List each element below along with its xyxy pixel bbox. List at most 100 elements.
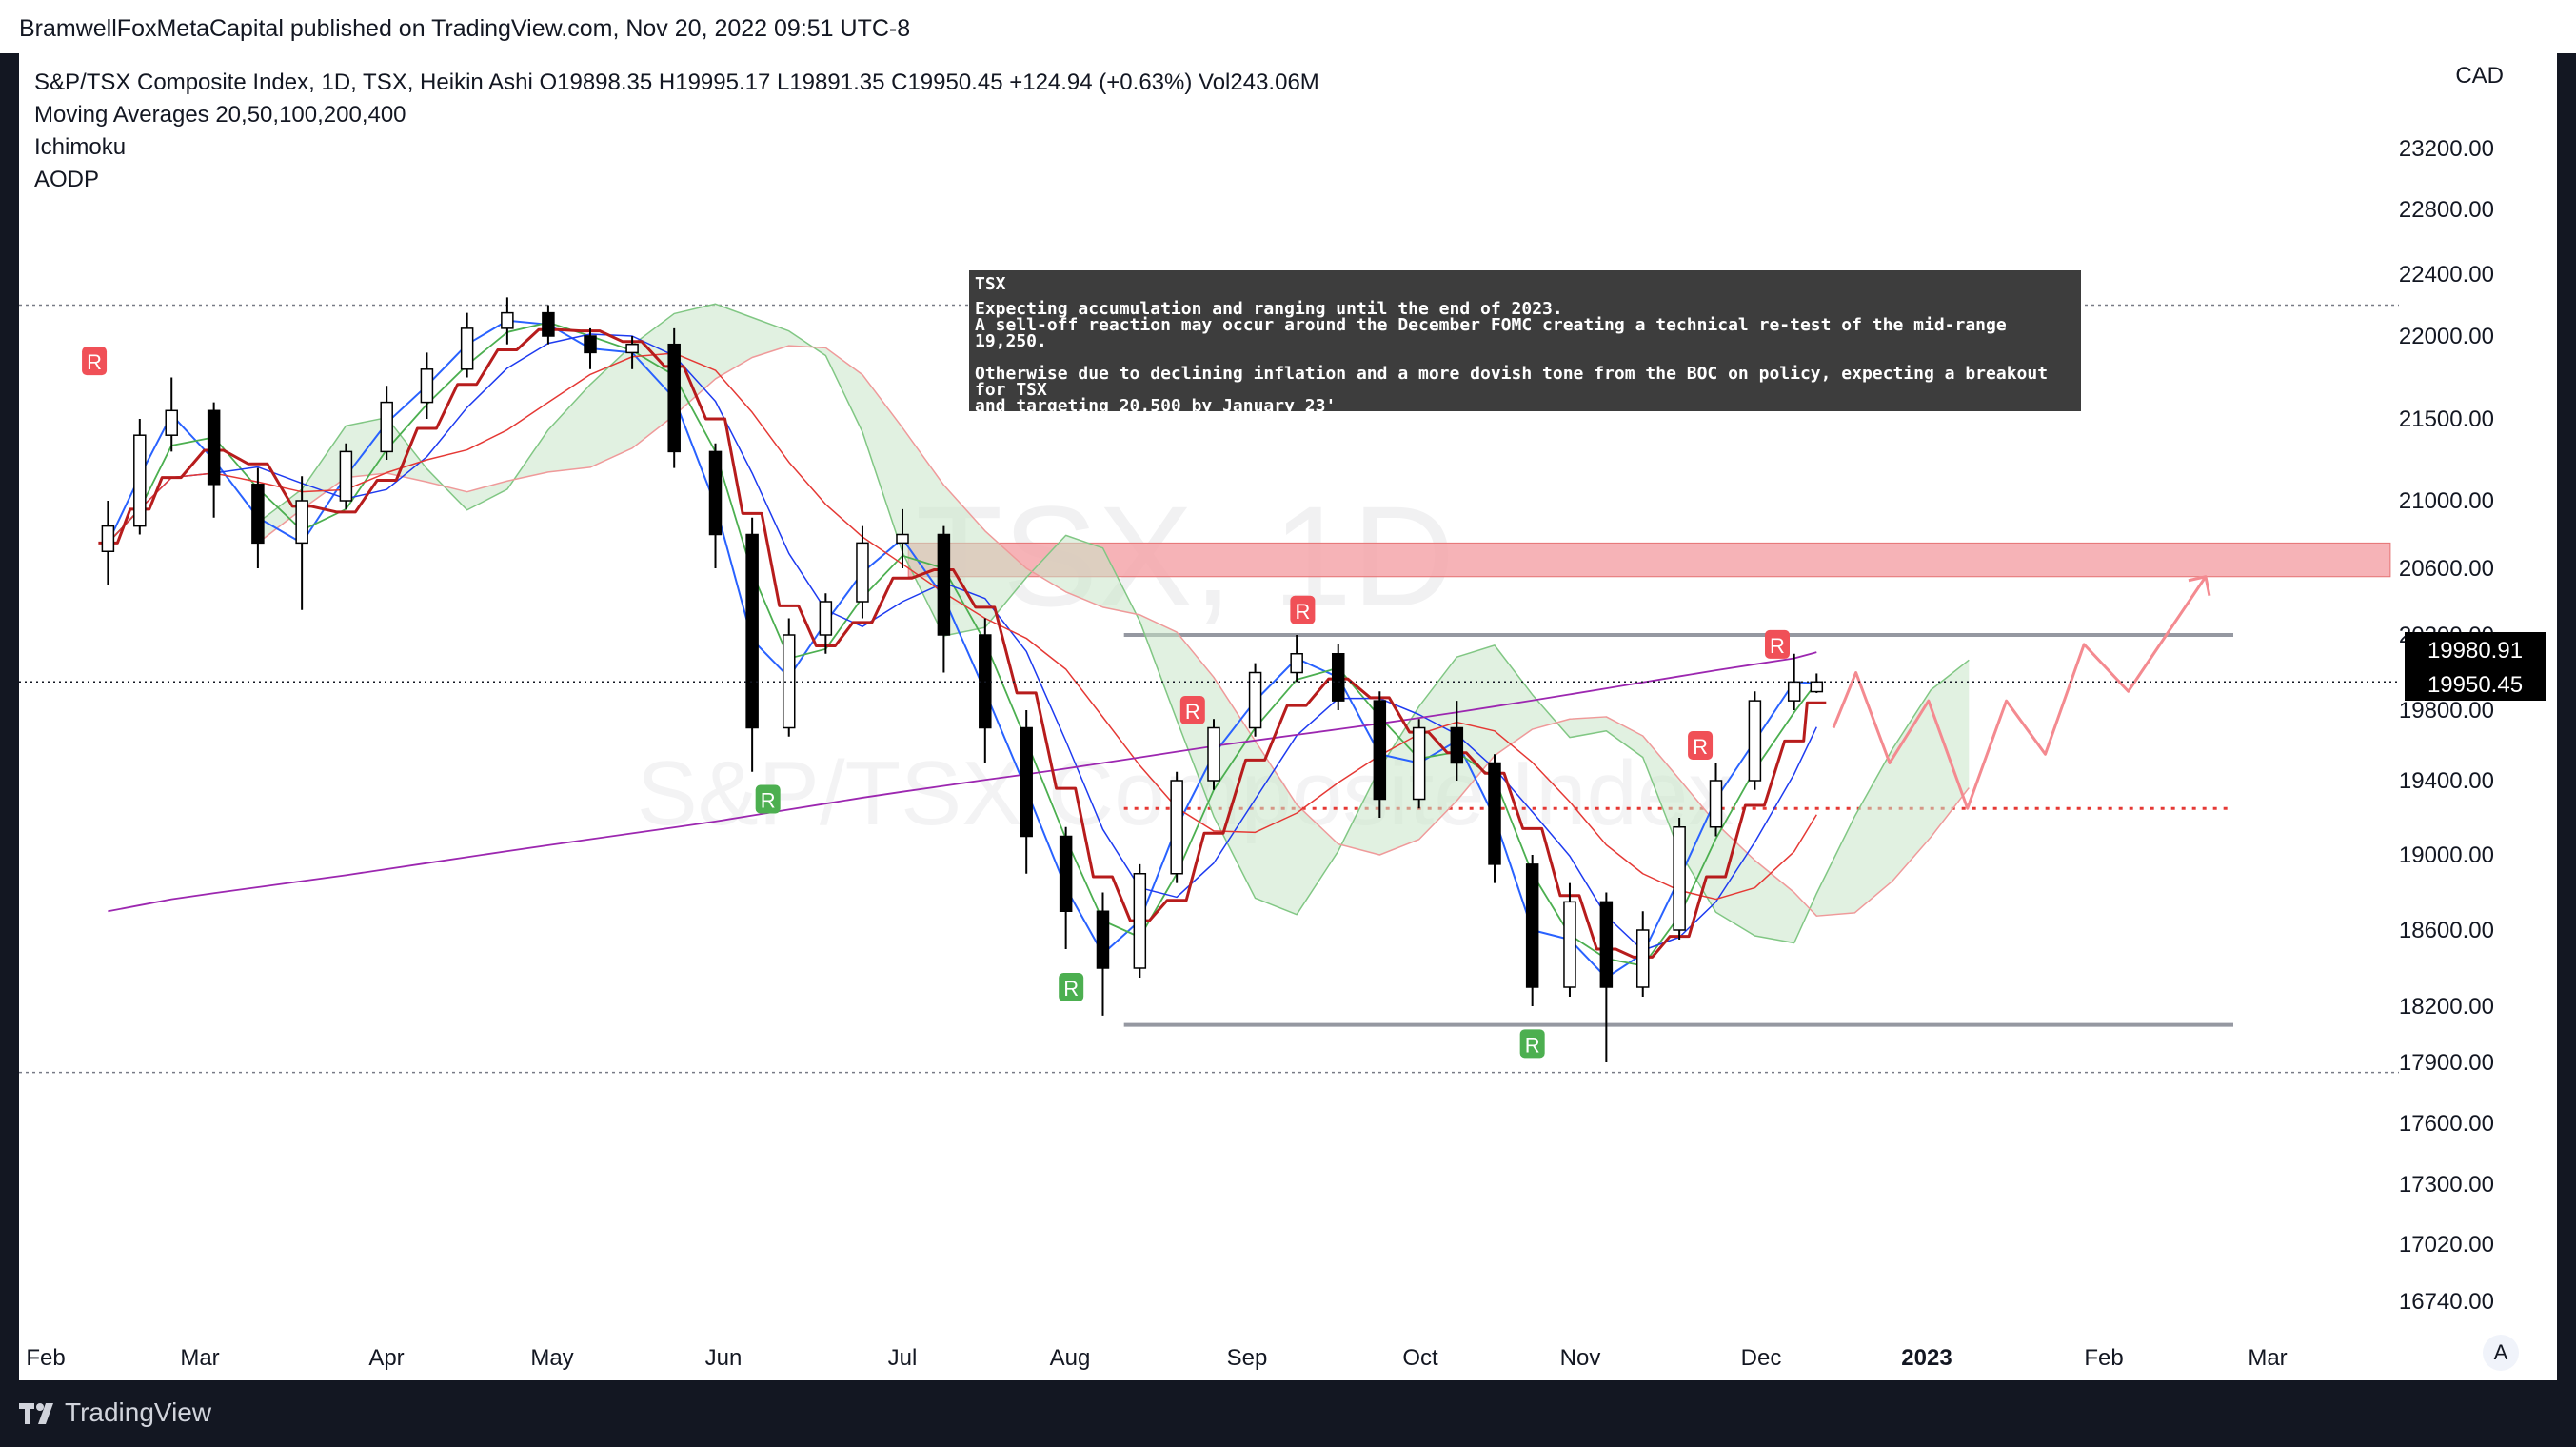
signal-label: R bbox=[1770, 634, 1785, 658]
candle-body bbox=[1096, 910, 1110, 969]
signal-label: R bbox=[1185, 700, 1200, 724]
chart-legend: S&P/TSX Composite Index, 1D, TSX, Heikin… bbox=[34, 67, 1319, 196]
candle-body bbox=[1373, 700, 1387, 801]
candle-body bbox=[542, 311, 555, 337]
candle-body bbox=[1635, 929, 1650, 988]
y-axis-tick-label: 19000.00 bbox=[2399, 842, 2494, 868]
note-line: and targeting 20,500 by January 23' bbox=[975, 396, 1337, 416]
y-axis-tick-label: 17600.00 bbox=[2399, 1111, 2494, 1137]
signal-marker-bull: R bbox=[1519, 1029, 1545, 1059]
candle-body bbox=[339, 450, 353, 502]
candle-body bbox=[1207, 726, 1220, 782]
cloud-span-b bbox=[257, 345, 1970, 917]
y-axis-tick-label: 19800.00 bbox=[2399, 698, 2494, 724]
candle-body bbox=[1450, 726, 1464, 764]
currency-label[interactable]: CAD bbox=[2455, 63, 2504, 89]
x-axis-tick-label: Aug bbox=[1050, 1345, 1091, 1371]
signal-label: R bbox=[1295, 600, 1310, 624]
y-axis-tick-label: 17300.00 bbox=[2399, 1172, 2494, 1198]
candle-body bbox=[101, 525, 115, 552]
price-chart[interactable]: TSX, 1DS&P/TSX Composite IndexRRRRRRRR23… bbox=[19, 53, 2557, 1380]
note-line: Otherwise due to declining inflation and… bbox=[975, 364, 2049, 400]
signal-badge bbox=[755, 784, 781, 814]
kijun-line bbox=[98, 327, 1827, 959]
candle-body bbox=[819, 601, 833, 636]
note-line: A sell-off reaction may occur around the… bbox=[975, 315, 2007, 351]
note-title: TSX bbox=[975, 274, 1006, 294]
candle-body bbox=[420, 368, 434, 404]
signal-label: R bbox=[1063, 977, 1079, 1001]
note-line: Expecting accumulation and ranging until… bbox=[975, 299, 1563, 319]
chart-area[interactable]: TSX, 1DS&P/TSX Composite IndexRRRRRRRR23… bbox=[19, 53, 2557, 1380]
signal-label: R bbox=[1693, 735, 1708, 759]
candle-body bbox=[1787, 681, 1801, 702]
indicator-aodp[interactable]: AODP bbox=[34, 167, 100, 192]
ma-20-line bbox=[107, 319, 1817, 979]
signal-badge bbox=[1290, 595, 1316, 624]
ma-50-line bbox=[107, 321, 1818, 967]
y-axis-tick-label: 18200.00 bbox=[2399, 994, 2494, 1020]
symbol-info[interactable]: S&P/TSX Composite Index, 1D, TSX, Heikin… bbox=[34, 69, 1319, 95]
projection-path bbox=[1832, 575, 2208, 810]
y-axis-tick-label: 20600.00 bbox=[2399, 556, 2494, 582]
candle-body bbox=[1748, 700, 1762, 782]
price-tag-box bbox=[2405, 666, 2546, 701]
candle-body bbox=[380, 401, 393, 453]
signal-marker-bull: R bbox=[1059, 973, 1084, 1001]
candle-body bbox=[165, 409, 178, 436]
candle-body bbox=[1810, 681, 1824, 693]
signal-badge bbox=[82, 347, 108, 376]
candle-body bbox=[501, 311, 514, 329]
x-axis-tick-label: Apr bbox=[368, 1345, 404, 1371]
candle-body bbox=[1709, 780, 1723, 828]
auto-scale-button[interactable]: A bbox=[2483, 1335, 2519, 1371]
candle-body bbox=[1412, 726, 1426, 801]
y-axis-tick-label: 22400.00 bbox=[2399, 262, 2494, 287]
signal-marker-bear: R bbox=[1688, 731, 1714, 760]
ma-400-line bbox=[108, 651, 1817, 913]
x-axis-tick-label: Feb bbox=[26, 1345, 65, 1371]
analysis-note[interactable]: TSX Expecting accumulation and ranging u… bbox=[969, 270, 2081, 416]
y-axis-tick-label: 21500.00 bbox=[2399, 406, 2494, 432]
x-axis-tick-label: May bbox=[530, 1345, 573, 1371]
cloud-span-a bbox=[257, 303, 1970, 944]
watermark-name: S&P/TSX Composite Index bbox=[637, 743, 1734, 844]
y-axis-tick-label: 22000.00 bbox=[2399, 324, 2494, 349]
candle-body bbox=[896, 533, 909, 545]
candle-body bbox=[1248, 671, 1262, 729]
x-axis-tick-label: Mar bbox=[2248, 1345, 2287, 1371]
publisher-line: BramwellFoxMetaCapital published on Trad… bbox=[19, 15, 911, 42]
y-axis-tick-label: 17900.00 bbox=[2399, 1050, 2494, 1076]
y-axis-tick-label: 23200.00 bbox=[2399, 136, 2494, 162]
candle-body bbox=[1488, 762, 1501, 865]
y-axis-tick-label: 16740.00 bbox=[2399, 1289, 2494, 1315]
signal-badge bbox=[1765, 629, 1790, 659]
brand-name: TradingView bbox=[65, 1397, 212, 1427]
candle-body bbox=[625, 343, 639, 354]
x-axis-tick-label: Mar bbox=[180, 1345, 219, 1371]
price-tag-label: 19950.45 bbox=[2427, 672, 2523, 698]
candle-body bbox=[708, 450, 723, 536]
candle-body bbox=[1331, 653, 1345, 702]
signal-label: R bbox=[87, 350, 102, 374]
x-axis-tick-label: Dec bbox=[1741, 1345, 1782, 1371]
indicator-ichimoku[interactable]: Ichimoku bbox=[34, 134, 127, 160]
candle-body bbox=[667, 343, 681, 453]
candle-body bbox=[251, 484, 265, 545]
x-axis-tick-label: Oct bbox=[1402, 1345, 1438, 1371]
signal-label: R bbox=[761, 789, 776, 813]
signal-badge bbox=[1519, 1029, 1545, 1059]
candle-body bbox=[1525, 863, 1539, 988]
candle-body bbox=[1290, 653, 1303, 674]
signal-badge bbox=[1059, 973, 1084, 1001]
publish-header: BramwellFoxMetaCapital published on Trad… bbox=[0, 0, 2576, 53]
candle-body bbox=[745, 533, 759, 729]
y-axis-tick-label: 22800.00 bbox=[2399, 197, 2494, 223]
signal-marker-bear: R bbox=[1290, 595, 1316, 624]
indicator-ma[interactable]: Moving Averages 20,50,100,200,400 bbox=[34, 102, 406, 128]
candle-body bbox=[1599, 901, 1614, 988]
candle-body bbox=[133, 434, 147, 527]
candle-body bbox=[460, 327, 474, 370]
tradingview-logo-icon bbox=[19, 1403, 53, 1424]
candle-body bbox=[584, 335, 597, 354]
